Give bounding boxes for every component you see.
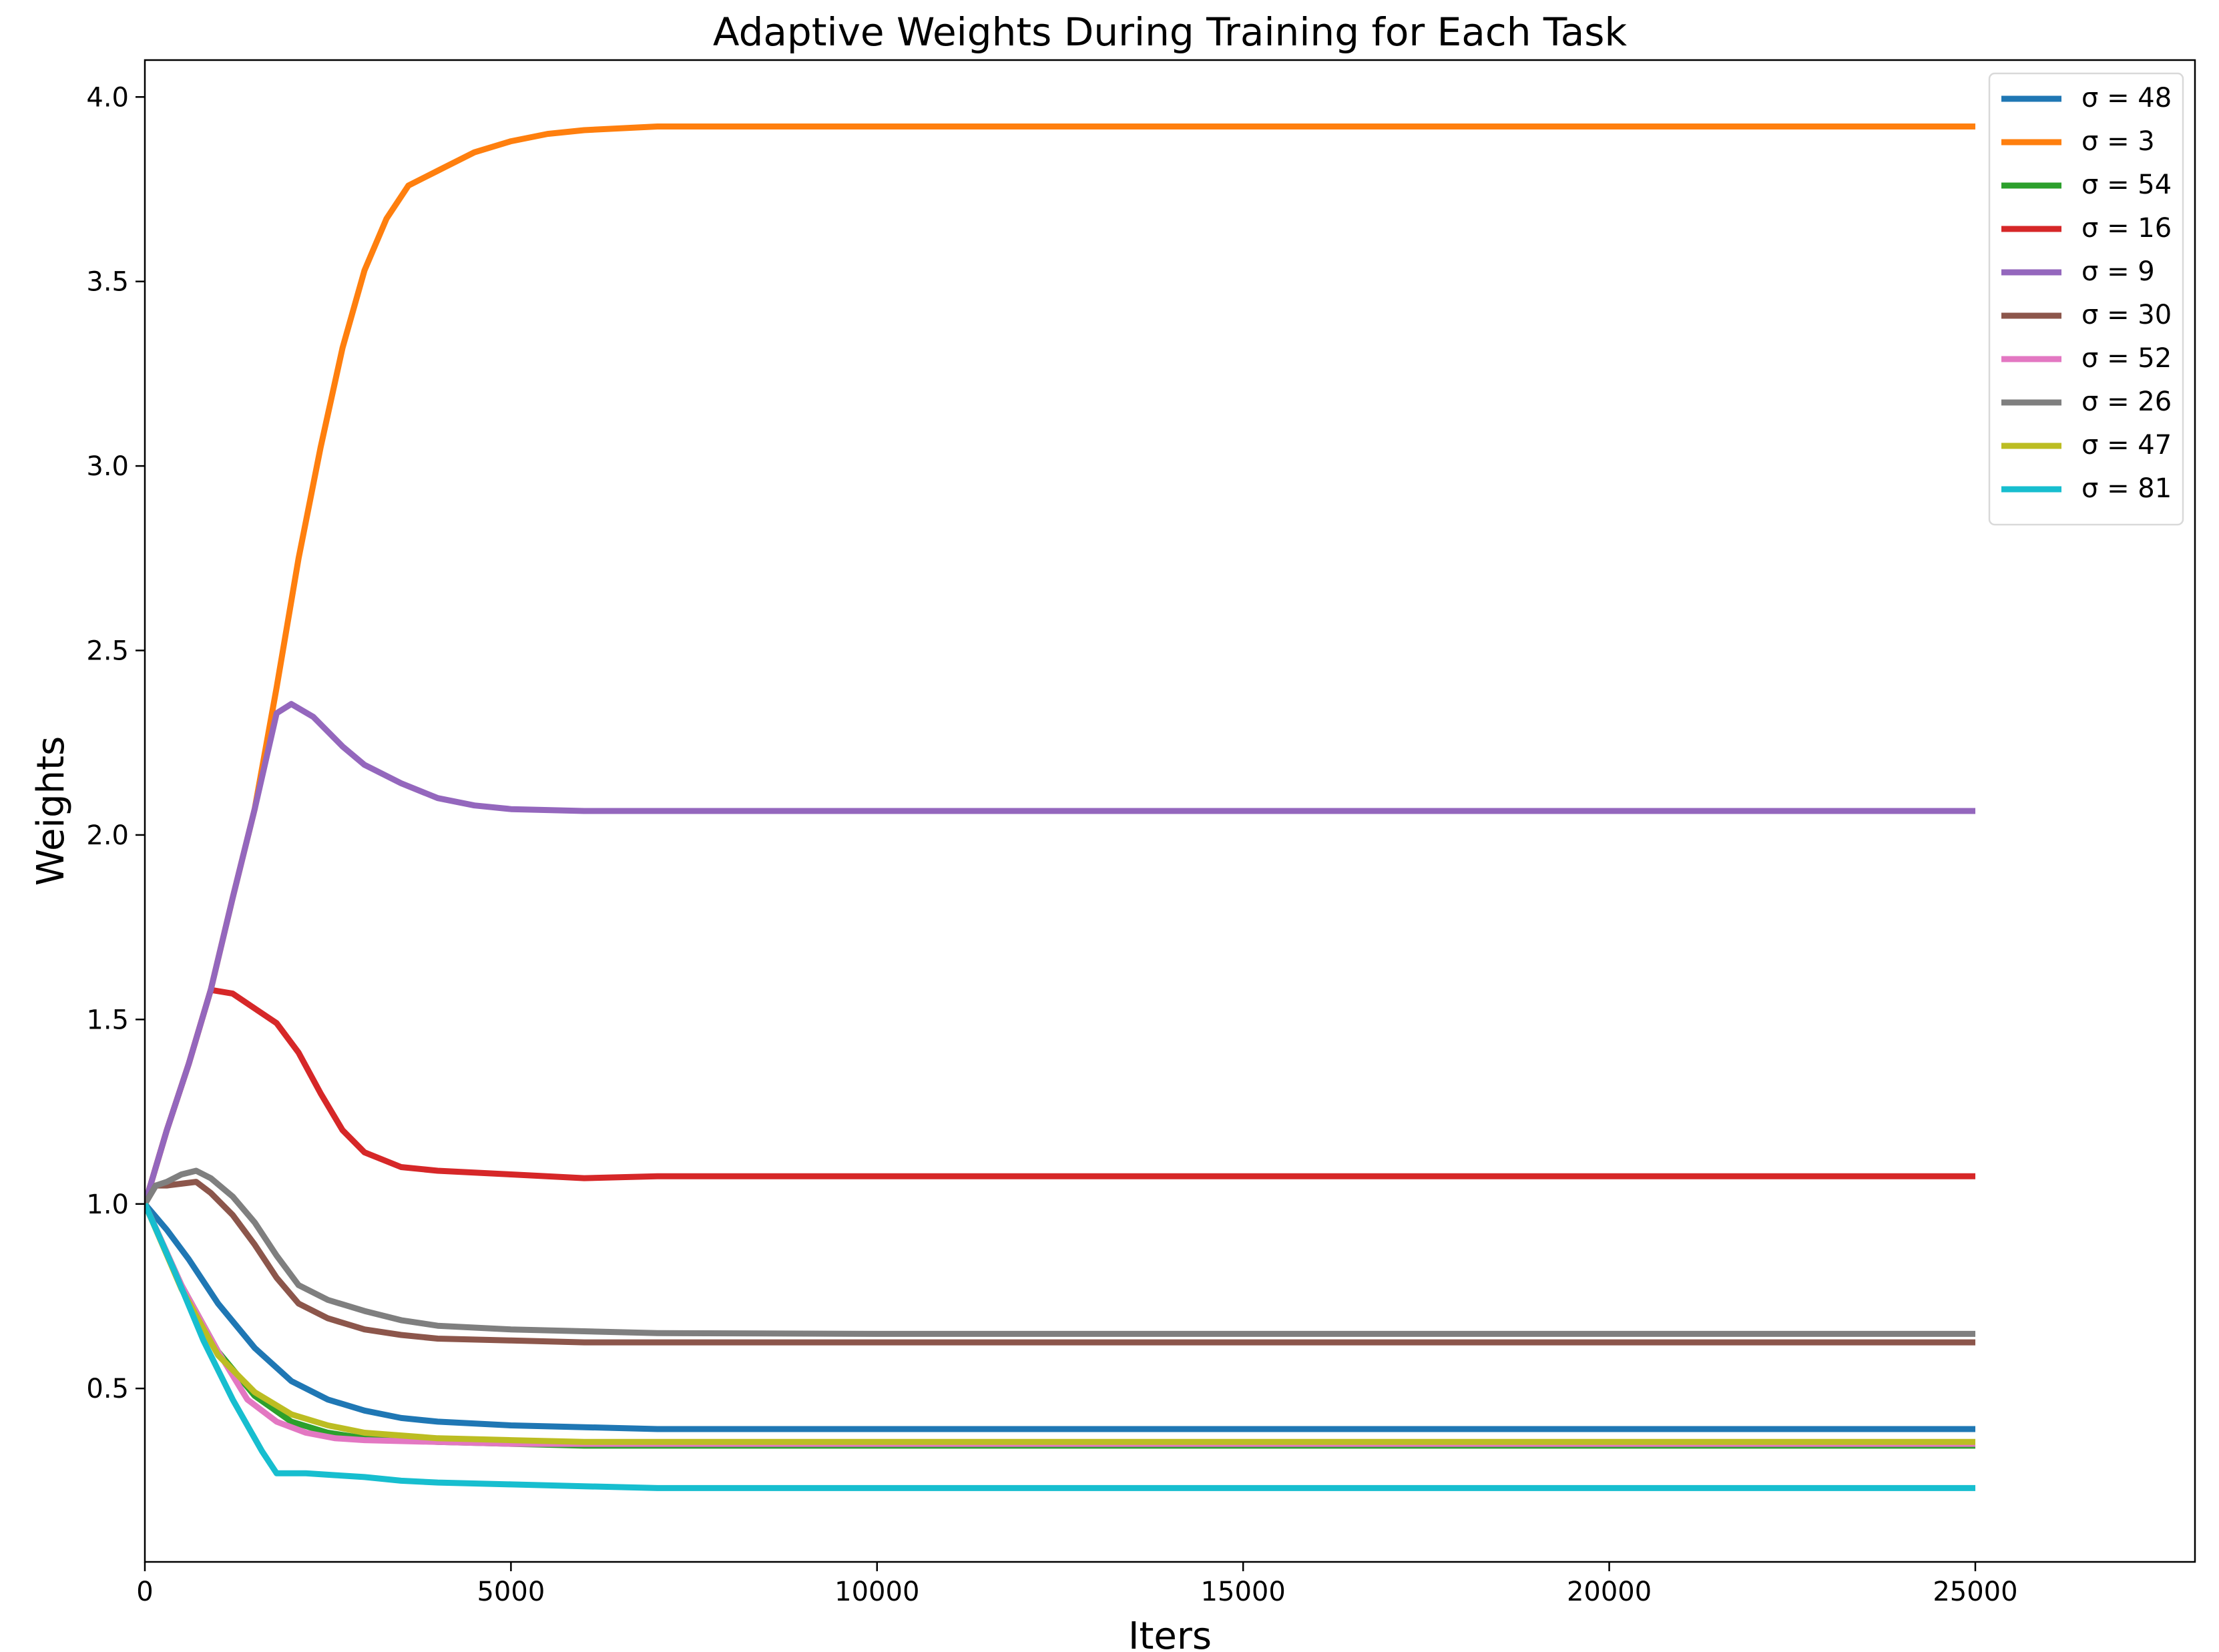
series-line-8 xyxy=(145,1203,1975,1445)
series-line-5 xyxy=(145,1179,1975,1346)
series-line-9 xyxy=(145,1202,1975,1491)
x-tick-label: 20000 xyxy=(1567,1577,1652,1607)
legend-label: σ = 47 xyxy=(2081,430,2172,461)
x-tick-label: 0 xyxy=(136,1577,153,1607)
series-line-0 xyxy=(145,1201,1975,1432)
series-line-4 xyxy=(145,701,1975,1205)
chart-title: Adaptive Weights During Training for Eac… xyxy=(713,9,1628,55)
y-tick-label: 1.5 xyxy=(86,1005,129,1035)
legend: σ = 48 σ = 3 σ = 54 σ = 16 σ = 9 σ = 30 σ = 52… xyxy=(1988,72,2184,526)
legend-label: σ = 54 xyxy=(2081,170,2172,200)
y-tick-label: 1.0 xyxy=(86,1189,129,1220)
legend-label: σ = 26 xyxy=(2081,386,2172,417)
x-tick-label: 5000 xyxy=(477,1577,545,1607)
series-line-7 xyxy=(145,1167,1975,1337)
legend-label: σ = 9 xyxy=(2081,256,2155,287)
series-group xyxy=(145,123,1975,1491)
x-tick-label: 15000 xyxy=(1201,1577,1286,1607)
y-tick-label: 2.0 xyxy=(86,820,129,851)
legend-label: σ = 52 xyxy=(2081,343,2172,374)
x-axis-title: Iters xyxy=(1128,1615,1212,1652)
y-tick-label: 3.5 xyxy=(86,267,129,298)
legend-label: σ = 48 xyxy=(2081,83,2172,113)
y-tick-label: 4.0 xyxy=(86,82,129,113)
y-tick-label: 0.5 xyxy=(86,1374,129,1404)
x-tick-label: 10000 xyxy=(834,1577,919,1607)
y-tick-label: 2.5 xyxy=(86,636,129,667)
y-tick-label: 3.0 xyxy=(86,451,129,482)
legend-label: σ = 30 xyxy=(2081,300,2172,330)
series-line-1 xyxy=(145,123,1975,1205)
plot-area: 0 5000 10000 15000 20000 25000 0.5 1.0 1.5 2.0 2.5… xyxy=(86,59,2196,1607)
y-axis-title: Weights xyxy=(29,736,73,886)
x-tick-label: 25000 xyxy=(1933,1577,2017,1607)
series-line-3 xyxy=(145,987,1975,1205)
legend-label: σ = 81 xyxy=(2081,473,2172,504)
legend-label: σ = 3 xyxy=(2081,126,2155,157)
legend-label: σ = 16 xyxy=(2081,213,2172,244)
plot-frame xyxy=(144,59,2196,1563)
